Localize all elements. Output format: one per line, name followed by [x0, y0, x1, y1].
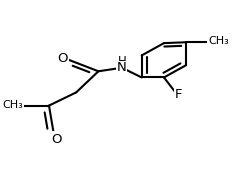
Text: O: O [51, 133, 62, 146]
Text: N: N [117, 61, 127, 74]
Text: H: H [118, 55, 126, 68]
Text: CH₃: CH₃ [3, 100, 24, 110]
Text: F: F [175, 88, 183, 101]
Text: O: O [57, 52, 68, 65]
Text: CH₃: CH₃ [208, 36, 229, 46]
